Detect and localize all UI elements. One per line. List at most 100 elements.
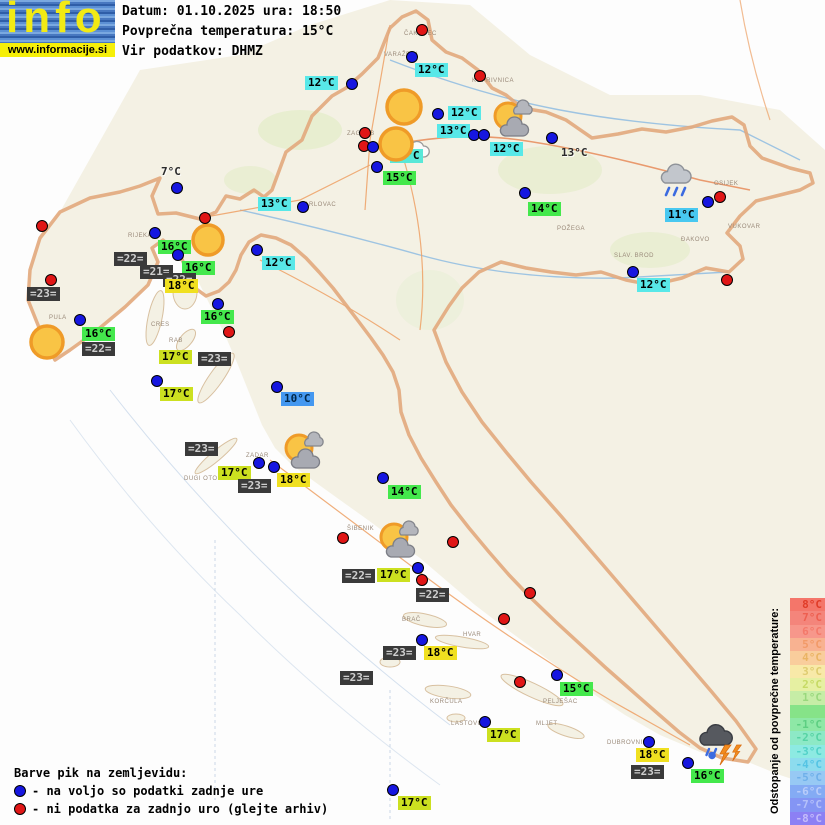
station-dot	[416, 24, 428, 36]
header-source: Vir podatkov: DHMZ	[122, 44, 263, 59]
sun-icon	[28, 323, 66, 365]
town-label: VARAŽDIN	[384, 52, 418, 58]
town-label: RAB	[169, 338, 183, 344]
sun-clouds-icon	[279, 430, 327, 474]
rain-cloud-icon	[658, 161, 698, 203]
temperature-label: 13°C	[437, 124, 470, 138]
temperature-label: 17°C	[218, 466, 251, 480]
town-label: SLAV. BROD	[614, 253, 655, 259]
temperature-label: =22=	[342, 569, 375, 583]
map-header: Datum: 01.10.2025 ura: 18:50 Povprečna te…	[122, 2, 341, 62]
header-date: Datum: 01.10.2025 ura: 18:50	[122, 4, 342, 19]
temperature-label: 18°C	[636, 748, 669, 762]
scale-band: -7°C	[790, 798, 825, 812]
town-label: VUKOVAR	[728, 224, 761, 230]
station-dot	[337, 532, 349, 544]
logo-text: info	[6, 0, 107, 42]
town-label: ZADAR	[246, 453, 269, 459]
scale-band: -8°C	[790, 811, 825, 825]
town-label: LASTOVO	[451, 721, 483, 727]
town-label: BRAČ	[402, 617, 421, 623]
station-dot	[377, 472, 389, 484]
temperature-label: 16°C	[182, 261, 215, 275]
town-label: DUGI OTOK	[184, 476, 223, 482]
scale-band: -3°C	[790, 744, 825, 759]
town-label: ŠIBENIK	[347, 526, 375, 532]
temperature-label: =22=	[82, 342, 115, 356]
sun-clouds-icon	[374, 519, 422, 563]
station-dot	[447, 536, 459, 548]
temperature-label: 17°C	[398, 796, 431, 810]
town-label: CRES	[151, 322, 170, 328]
sun-icon	[190, 222, 226, 262]
temperature-label: 15°C	[383, 171, 416, 185]
scale-band: 3°C	[790, 664, 825, 679]
sun-icon	[384, 87, 424, 131]
station-dot	[721, 274, 733, 286]
station-dot	[268, 461, 280, 473]
scale-band: 5°C	[790, 638, 825, 652]
temperature-label: 12°C	[448, 106, 481, 120]
info-logo[interactable]: info	[0, 0, 115, 43]
dot-color-legend: Barve pik na zemljevidu: - na voljo so p…	[14, 764, 328, 818]
station-dot	[479, 716, 491, 728]
town-label: KORČULA	[430, 699, 463, 705]
town-label: PELJEŠAC	[543, 699, 578, 705]
temperature-label: =23=	[198, 352, 231, 366]
station-dot	[702, 196, 714, 208]
station-dot	[251, 244, 263, 256]
town-label: RIJEKA	[128, 233, 153, 239]
temperature-label: 15°C	[560, 682, 593, 696]
temperature-label: 17°C	[377, 568, 410, 582]
informacije-link[interactable]: www.informacije.si	[0, 43, 115, 57]
town-label: PULA	[49, 315, 67, 321]
scale-band	[790, 704, 825, 719]
legend-item: - na voljo so podatki zadnje ure	[14, 782, 328, 800]
legend-item-label: - ni podatka za zadnjo uro (glejte arhiv…	[32, 802, 329, 816]
station-dot	[714, 191, 726, 203]
station-dot	[387, 784, 399, 796]
station-dot	[514, 676, 526, 688]
temperature-label: =23=	[27, 287, 60, 301]
town-label: MLJET	[536, 721, 558, 727]
legend-dot-icon	[14, 803, 26, 815]
station-dot	[36, 220, 48, 232]
legend-item-label: - na voljo so podatki zadnje ure	[32, 784, 264, 798]
scale-band: -4°C	[790, 758, 825, 772]
town-label: KARLOVAC	[300, 202, 337, 208]
temperature-label: 11°C	[665, 208, 698, 222]
station-dot	[74, 314, 86, 326]
temperature-label: 12°C	[415, 63, 448, 77]
temperature-label: 18°C	[277, 473, 310, 487]
temperature-label: 16°C	[201, 310, 234, 324]
temperature-label: =23=	[340, 671, 373, 685]
croatia-border	[26, 9, 815, 764]
station-dot	[253, 457, 265, 469]
scale-band: 1°C	[790, 691, 825, 705]
temperature-text: 13°C	[561, 146, 588, 159]
temperature-label: 18°C	[424, 646, 457, 660]
temperature-label: =23=	[383, 646, 416, 660]
temperature-deviation-scale: 8°C 7°C 6°C 5°C 4°C 3°C 2°C 1°C -1°C -2°C -3°C -4°C…	[790, 598, 825, 825]
temperature-label: 10°C	[281, 392, 314, 406]
scale-title: Odstopanje od povprečne temperature:	[769, 608, 781, 815]
sun-icon	[377, 125, 415, 167]
station-dot	[367, 141, 379, 153]
temperature-label: 12°C	[305, 76, 338, 90]
station-dot	[627, 266, 639, 278]
legend-title: Barve pik na zemljevidu:	[14, 766, 188, 780]
temperature-label: 13°C	[258, 197, 291, 211]
temperature-label: 12°C	[490, 142, 523, 156]
town-label: ĐAKOVO	[681, 237, 710, 243]
temperature-label: 12°C	[262, 256, 295, 270]
sun-clouds-icon	[488, 98, 536, 142]
town-label: OSIJEK	[714, 181, 739, 187]
thunderstorm-icon	[695, 721, 745, 771]
temperature-label: 14°C	[388, 485, 421, 499]
scale-band: -2°C	[790, 731, 825, 745]
temperature-label: 17°C	[159, 350, 192, 364]
scale-band: -1°C	[790, 718, 825, 732]
legend-dot-icon	[14, 785, 26, 797]
town-label: KOPRIVNICA	[472, 78, 515, 84]
